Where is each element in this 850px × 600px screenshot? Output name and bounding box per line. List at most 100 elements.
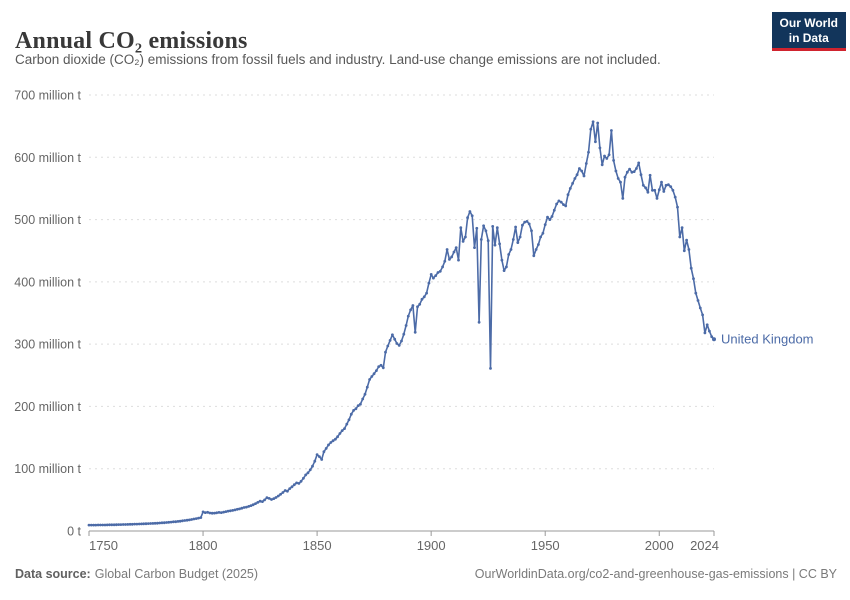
chart-footer: Data source: Global Carbon Budget (2025) … <box>15 567 837 581</box>
data-point <box>698 306 702 310</box>
data-point <box>406 314 410 318</box>
data-point <box>708 329 711 333</box>
data-point <box>502 269 506 272</box>
y-tick-label: 200 million t <box>14 400 81 414</box>
data-point <box>673 195 677 199</box>
data-point <box>349 412 353 416</box>
data-point <box>660 180 663 184</box>
x-tick-label: 2024 <box>690 538 719 553</box>
data-point <box>251 503 255 507</box>
data-point <box>222 510 226 514</box>
data-point <box>473 246 476 250</box>
data-point <box>641 183 645 187</box>
data-point <box>607 153 611 157</box>
data-point <box>393 337 397 341</box>
data-point <box>370 375 374 378</box>
data-point <box>144 522 148 526</box>
data-point <box>507 253 511 256</box>
data-point <box>340 429 344 432</box>
data-point <box>653 188 657 192</box>
data-point <box>434 274 438 277</box>
data-point <box>445 248 449 251</box>
data-point <box>596 121 600 125</box>
data-point <box>470 214 474 218</box>
footer-link[interactable]: OurWorldinData.org/co2-and-greenhouse-ga… <box>474 567 837 581</box>
data-point <box>108 523 111 527</box>
data-point <box>669 185 673 189</box>
data-point <box>361 397 365 401</box>
data-source: Data source: Global Carbon Budget (2025) <box>15 567 258 581</box>
data-point <box>128 522 132 526</box>
data-point <box>270 498 273 501</box>
data-point <box>142 522 146 526</box>
x-tick-label: 1800 <box>189 538 218 553</box>
y-tick-label: 100 million t <box>14 462 81 476</box>
data-point <box>646 190 650 194</box>
data-point <box>438 269 442 273</box>
data-point <box>281 491 285 494</box>
owid-logo[interactable]: Our World in Data <box>771 12 846 51</box>
data-point <box>614 169 618 173</box>
data-point <box>188 518 191 522</box>
data-point <box>181 519 184 523</box>
data-point <box>263 498 266 502</box>
data-point <box>705 323 709 327</box>
data-point <box>140 522 143 526</box>
data-point <box>206 510 210 514</box>
data-point <box>559 200 563 204</box>
data-point <box>685 238 688 242</box>
data-point <box>682 249 686 253</box>
entity-label-united-kingdom[interactable]: United Kingdom <box>721 332 814 347</box>
data-point <box>135 522 139 526</box>
data-point <box>495 226 499 230</box>
data-point <box>365 385 369 389</box>
data-point <box>623 175 627 179</box>
data-point <box>534 248 538 251</box>
data-point <box>671 188 675 192</box>
data-point <box>594 140 597 144</box>
data-point <box>657 188 661 192</box>
data-point <box>354 407 358 411</box>
data-point <box>580 169 584 173</box>
data-point <box>133 522 137 526</box>
data-point <box>655 197 659 200</box>
data-point <box>345 422 349 426</box>
data-point <box>192 517 196 521</box>
data-point <box>518 235 522 239</box>
data-point <box>87 523 91 527</box>
data-point <box>429 273 433 276</box>
data-point <box>511 238 515 241</box>
data-point <box>616 177 620 180</box>
data-point <box>105 523 109 527</box>
data-point <box>297 482 301 485</box>
data-point <box>484 229 488 233</box>
data-point <box>436 271 440 274</box>
data-point <box>156 521 159 525</box>
data-point <box>197 516 200 520</box>
data-point <box>625 170 629 174</box>
data-point <box>363 392 367 396</box>
data-point <box>101 523 105 527</box>
data-point <box>167 520 171 524</box>
data-point <box>224 510 228 513</box>
data-point <box>219 511 223 514</box>
data-point <box>368 378 371 381</box>
data-point <box>566 193 570 197</box>
data-point <box>258 499 262 503</box>
data-point <box>564 204 568 208</box>
data-point <box>418 302 422 306</box>
data-point <box>500 258 504 262</box>
data-point <box>532 254 536 258</box>
data-point <box>320 458 324 461</box>
data-point <box>543 223 547 227</box>
data-point <box>678 235 682 239</box>
data-point <box>242 506 246 509</box>
data-point <box>525 220 529 223</box>
data-point <box>703 331 707 335</box>
data-point <box>183 519 187 522</box>
data-point <box>110 523 114 527</box>
data-point <box>452 250 456 254</box>
data-point <box>575 173 579 177</box>
data-point <box>464 235 467 239</box>
